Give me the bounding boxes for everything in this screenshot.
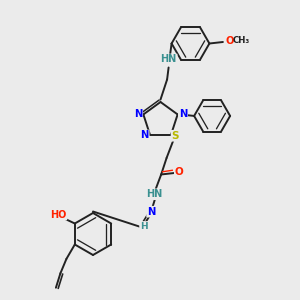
Text: O: O bbox=[175, 167, 184, 177]
Text: N: N bbox=[147, 207, 155, 217]
Text: HN: HN bbox=[146, 189, 162, 199]
Text: H: H bbox=[140, 222, 148, 231]
Text: HO: HO bbox=[50, 209, 67, 220]
Text: N: N bbox=[134, 109, 142, 118]
Text: CH₃: CH₃ bbox=[233, 36, 250, 45]
Text: N: N bbox=[179, 109, 187, 118]
Text: HN: HN bbox=[160, 54, 177, 64]
Text: S: S bbox=[172, 131, 179, 141]
Text: N: N bbox=[140, 130, 149, 140]
Text: O: O bbox=[225, 36, 234, 46]
